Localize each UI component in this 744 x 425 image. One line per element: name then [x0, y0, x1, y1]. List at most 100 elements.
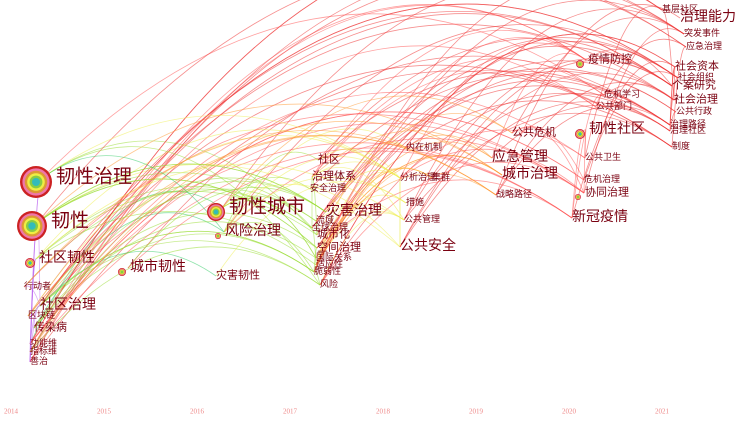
- keyword-label: 韧性: [51, 209, 89, 231]
- edge: [671, 46, 687, 148]
- keyword-label: 韧性治理: [56, 165, 132, 187]
- edge: [311, 37, 679, 229]
- edge: [29, 120, 503, 353]
- edge: [511, 126, 585, 181]
- edge: [399, 72, 675, 248]
- keyword-label: 国际关系: [316, 251, 352, 262]
- edge: [309, 74, 671, 190]
- edge: [603, 38, 687, 96]
- edge: [27, 134, 497, 317]
- edge: [221, 198, 317, 259]
- keyword-label: 城市韧性: [130, 258, 186, 275]
- edge: [325, 45, 673, 213]
- year-label: 2016: [190, 408, 205, 416]
- edge: [27, 64, 673, 317]
- keyword-label: 社会组织: [678, 71, 714, 82]
- edge: [311, 85, 671, 229]
- keyword-label: 灾害治理: [326, 202, 382, 219]
- edge: [571, 129, 587, 219]
- keyword-label: 功能维: [30, 337, 57, 348]
- year-label: 2017: [283, 408, 298, 416]
- keyword-node: [28, 222, 36, 230]
- keyword-label: 韧性城市: [229, 195, 305, 217]
- edge: [223, 156, 401, 233]
- edges: [23, 0, 687, 363]
- edge: [33, 188, 317, 329]
- keyword-label: 治理路径: [670, 118, 706, 129]
- edge: [221, 95, 513, 209]
- edge: [39, 230, 315, 307]
- keyword-label: 疫情防控: [588, 52, 632, 66]
- edge: [29, 0, 687, 353]
- keyword-node: [578, 62, 582, 66]
- keyword-label: 公共卫生: [585, 151, 621, 162]
- keyword-label: 传染病: [34, 320, 67, 334]
- edge: [495, 81, 675, 196]
- edge: [223, 222, 315, 273]
- edge: [399, 42, 587, 179]
- edge: [316, 60, 675, 249]
- edge: [35, 190, 318, 260]
- edge: [223, 151, 319, 233]
- edge: [23, 130, 497, 288]
- edge: [495, 4, 681, 196]
- edge: [33, 212, 318, 329]
- keyword-label: 制度: [672, 140, 690, 151]
- keyword-node: [216, 234, 220, 238]
- keyword-label: 善治: [30, 355, 48, 366]
- edge: [37, 163, 327, 223]
- edge: [41, 13, 605, 179]
- edge: [661, 9, 675, 101]
- keyword-label: 流域: [316, 214, 334, 225]
- edge: [39, 250, 217, 307]
- keyword-label: 指标维: [30, 345, 57, 356]
- edge: [399, 59, 673, 248]
- edge: [35, 211, 317, 266]
- keyword-label: 危机治理: [584, 173, 620, 184]
- edge: [29, 92, 586, 345]
- keyword-label: 治理体系: [312, 169, 356, 183]
- keyword-label: 城市化: [317, 227, 350, 241]
- edge: [221, 176, 311, 209]
- keyword-label: 韧性社区: [589, 121, 645, 137]
- edge: [35, 163, 405, 260]
- edge: [35, 186, 313, 260]
- keyword-label: 新冠疫情: [572, 209, 628, 225]
- edge: [37, 172, 317, 223]
- keyword-label: 战略路径: [496, 188, 532, 199]
- year-label: 2020: [562, 408, 577, 416]
- keyword-label: 公共行政: [676, 105, 712, 116]
- edge: [571, 60, 676, 219]
- edge: [23, 113, 585, 288]
- keyword-label: 灾害韧性: [216, 268, 260, 282]
- keyword-label: 个案研究: [672, 78, 716, 92]
- year-label: 2021: [655, 408, 670, 416]
- keyword-label: 治理社区: [670, 124, 706, 135]
- keyword-label: 应急管理: [492, 148, 548, 165]
- keyword-node: [28, 261, 32, 265]
- keyword-node: [213, 209, 219, 215]
- edge: [491, 105, 671, 159]
- edge: [669, 66, 676, 126]
- keyword-label: 城市治理: [502, 165, 558, 182]
- edge: [399, 101, 671, 248]
- edge: [311, 176, 318, 236]
- year-label: 2018: [376, 408, 391, 416]
- keyword-node: [576, 195, 580, 199]
- keyword-label: 公共部门: [596, 100, 632, 111]
- edge: [583, 71, 679, 181]
- keyword-label: 突发事件: [684, 27, 720, 38]
- edge: [431, 93, 671, 179]
- keyword-label: 全球治理: [312, 221, 348, 232]
- edge: [319, 161, 585, 286]
- edge: [39, 23, 675, 307]
- edge: [29, 0, 663, 345]
- edge: [29, 4, 587, 363]
- keyword-label: 公共危机: [512, 125, 556, 139]
- keyword-label: 风险治理: [225, 223, 281, 239]
- keyword-label: 脆弱性: [314, 265, 341, 276]
- keyword-label: 应急治理: [686, 40, 722, 51]
- year-label: 2015: [97, 408, 112, 416]
- edge: [315, 79, 671, 222]
- edge: [584, 6, 663, 159]
